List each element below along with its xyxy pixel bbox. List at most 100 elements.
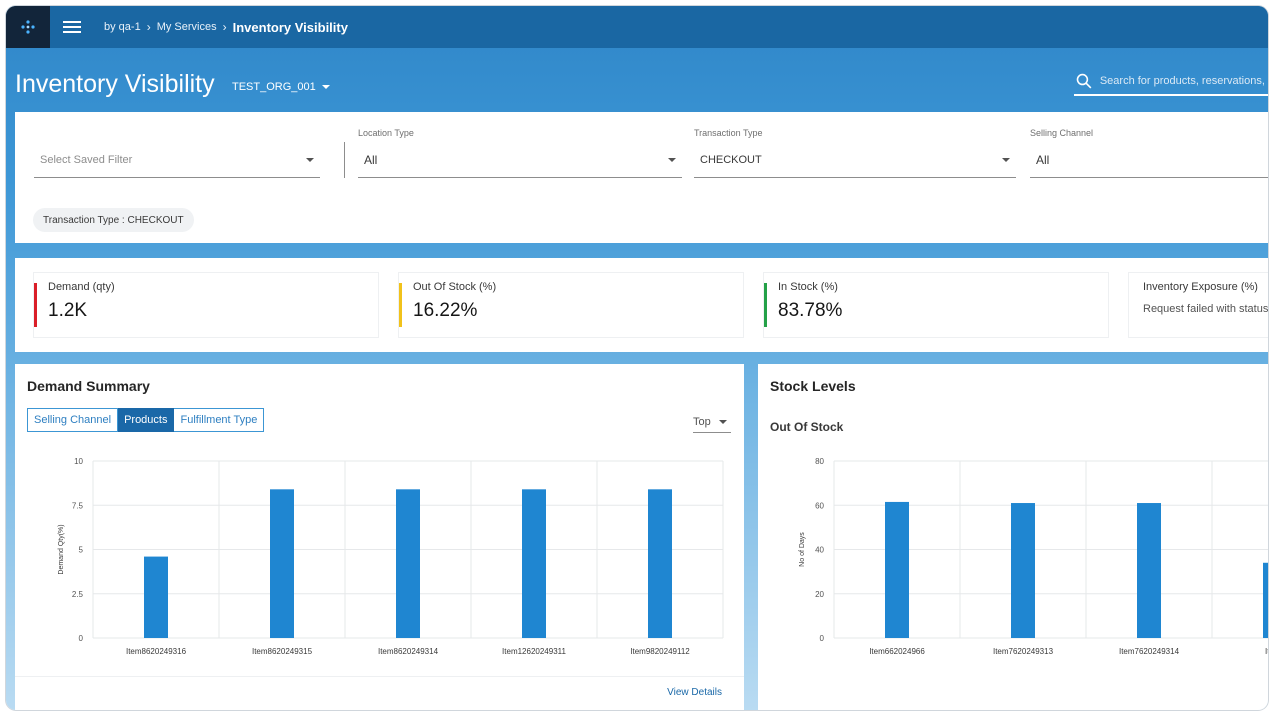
breadcrumb-item-current: Inventory Visibility: [232, 19, 348, 35]
x-tick-label: Item8620249315: [252, 647, 313, 656]
org-dropdown-value: TEST_ORG_001: [232, 81, 316, 93]
kpi-value: 1.2K: [48, 300, 88, 321]
global-search: [1074, 68, 1268, 96]
apps-icon: [21, 20, 35, 34]
x-tick-label: Item7620249313: [993, 647, 1054, 656]
location-type-dropdown[interactable]: All: [358, 142, 682, 178]
selling-channel-dropdown[interactable]: All: [1030, 142, 1268, 178]
kpi-value: 83.78%: [778, 300, 843, 321]
location-type-label: Location Type: [358, 128, 414, 138]
kpi-error-message: Request failed with status: [1143, 303, 1268, 315]
kpi-inventory-exposure: Inventory Exposure (%) Request failed wi…: [1128, 272, 1268, 338]
x-tick-label: Item12620249311: [502, 647, 566, 656]
chevron-down-icon: [718, 419, 727, 424]
y-tick-label: 40: [815, 546, 824, 555]
x-tick-label: Item3: [1265, 647, 1268, 656]
breadcrumb-item-account[interactable]: by qa-1: [104, 21, 141, 33]
app-window: by qa-1 › My Services › Inventory Visibi…: [6, 6, 1268, 710]
x-tick-label: Item7620249314: [1119, 647, 1180, 656]
chevron-down-icon: [1002, 157, 1010, 162]
chevron-down-icon: [321, 85, 330, 89]
stock-levels-card: Stock Levels Out Of Stock 0 20 40 60 80 No of…: [758, 364, 1268, 710]
transaction-type-value: CHECKOUT: [700, 153, 762, 166]
selling-channel-label: Selling Channel: [1030, 128, 1094, 138]
card-title: Stock Levels: [770, 378, 856, 394]
transaction-type-dropdown[interactable]: CHECKOUT: [694, 142, 1016, 178]
x-tick-label: Item9820249112: [630, 647, 690, 656]
y-tick-label: 0: [820, 634, 825, 643]
kpi-label: Demand (qty): [48, 281, 115, 293]
card-title: Demand Summary: [27, 378, 150, 394]
kpi-status-indicator: [764, 283, 767, 327]
y-axis-label: Demand Qty(%): [58, 524, 65, 574]
stock-levels-chart: 0 20 40 60 80 No of Days Item662024966 Item7620…: [799, 457, 1268, 656]
location-type-field: Location Type All: [358, 128, 682, 178]
kpi-label: In Stock (%): [778, 281, 838, 293]
kpi-value: 16.22%: [413, 300, 478, 321]
transaction-type-field: Transaction Type CHECKOUT: [694, 128, 1016, 178]
top-dropdown-value: Top: [693, 415, 711, 428]
kpi-status-indicator: [34, 283, 37, 327]
bar: [144, 556, 168, 638]
top-nav-bar: by qa-1 › My Services › Inventory Visibi…: [6, 6, 1268, 48]
transaction-type-label: Transaction Type: [694, 128, 763, 138]
y-tick-label: 80: [815, 457, 824, 466]
y-tick-label: 10: [74, 457, 83, 466]
kpi-panel: Demand (qty) 1.2K Out Of Stock (%) 16.22…: [15, 258, 1268, 352]
selling-channel-value: All: [1036, 152, 1050, 167]
app-logo[interactable]: [6, 6, 50, 48]
chevron-down-icon: [668, 157, 676, 162]
kpi-out-of-stock: Out Of Stock (%) 16.22%: [398, 272, 744, 338]
search-input[interactable]: [1099, 75, 1268, 87]
bar: [648, 489, 672, 638]
demand-summary-chart: 0 2.5 5 7.5 10 Demand Qty(%) Item8620249316 Ite…: [58, 457, 724, 656]
bar: [270, 489, 294, 638]
selling-channel-field: Selling Channel All: [1030, 128, 1268, 178]
chevron-down-icon: [306, 157, 314, 162]
search-icon[interactable]: [1076, 73, 1092, 89]
hamburger-icon: [63, 21, 81, 33]
x-tick-label: Item8620249314: [378, 647, 439, 656]
y-tick-label: 5: [79, 546, 84, 555]
kpi-demand-qty: Demand (qty) 1.2K: [33, 272, 379, 338]
tab-fulfillment-type[interactable]: Fulfillment Type: [174, 408, 265, 432]
x-tick-label: Item662024966: [869, 647, 925, 656]
demand-summary-card: Demand Summary Selling Channel Products …: [15, 364, 744, 710]
x-tick-label: Item8620249316: [126, 647, 187, 656]
bar: [1011, 503, 1035, 638]
kpi-in-stock: In Stock (%) 83.78%: [763, 272, 1109, 338]
view-details-link[interactable]: View Details: [667, 687, 722, 698]
breadcrumb-separator: ›: [146, 20, 151, 34]
filter-panel: Select Saved Filter Location Type All Tr…: [15, 112, 1268, 243]
saved-filter-dropdown[interactable]: Select Saved Filter: [34, 142, 320, 178]
location-type-value: All: [364, 152, 378, 167]
y-tick-label: 20: [815, 590, 824, 599]
kpi-label: Out Of Stock (%): [413, 281, 497, 293]
breadcrumb-separator: ›: [222, 20, 227, 34]
y-tick-label: 2.5: [72, 590, 84, 599]
bar: [1137, 503, 1161, 638]
breadcrumb: by qa-1 › My Services › Inventory Visibi…: [104, 20, 348, 35]
saved-filter-field: Select Saved Filter: [34, 142, 320, 178]
y-axis-label: No of Days: [799, 532, 806, 567]
top-dropdown[interactable]: Top: [693, 411, 731, 433]
y-tick-label: 0: [79, 634, 84, 643]
tab-selling-channel[interactable]: Selling Channel: [27, 408, 119, 432]
kpi-status-indicator: [399, 283, 402, 327]
bar: [396, 489, 420, 638]
bar: [1263, 562, 1268, 638]
kpi-label: Inventory Exposure (%): [1143, 281, 1258, 293]
bar: [885, 501, 909, 638]
hamburger-menu-button[interactable]: [50, 6, 94, 48]
chart-subtitle: Out Of Stock: [770, 420, 844, 434]
card-footer-divider: [15, 676, 744, 677]
filter-divider: [344, 142, 345, 178]
active-filter-chip[interactable]: Transaction Type : CHECKOUT: [33, 208, 194, 232]
tab-products[interactable]: Products: [118, 408, 175, 432]
breadcrumb-item-my-services[interactable]: My Services: [156, 21, 217, 33]
bar: [522, 489, 546, 638]
y-tick-label: 60: [815, 501, 824, 510]
y-tick-label: 7.5: [72, 501, 84, 510]
demand-summary-tabs: Selling Channel Products Fulfillment Typ…: [27, 408, 265, 432]
org-dropdown[interactable]: TEST_ORG_001: [232, 81, 330, 93]
